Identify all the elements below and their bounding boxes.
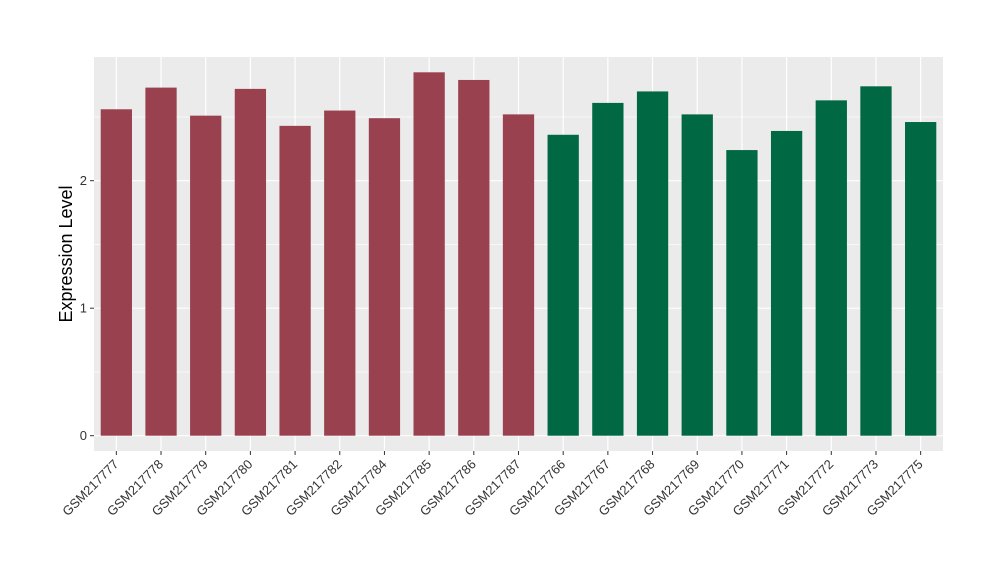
x-axis: GSM217777GSM217778GSM217779GSM217780GSM2…: [59, 451, 926, 519]
y-axis: 0 1 2: [80, 173, 94, 443]
bar: [368, 118, 401, 436]
bar: [413, 72, 445, 436]
y-tick-label: 2: [80, 173, 87, 188]
y-tick-label: 1: [80, 301, 87, 316]
bar: [234, 88, 267, 436]
bar: [815, 100, 847, 436]
y-tick-label: 0: [80, 428, 87, 443]
bar: [547, 134, 579, 436]
bar: [770, 130, 803, 436]
bar: [145, 87, 177, 436]
bar: [279, 125, 311, 436]
bar: [592, 102, 624, 436]
bar: [860, 86, 892, 436]
bar: [905, 122, 937, 436]
bar: [726, 150, 758, 436]
bar: [324, 110, 356, 436]
bar: [458, 79, 490, 436]
bar: [190, 115, 222, 436]
bar: [636, 91, 669, 436]
bars: [100, 72, 937, 436]
bar: [100, 109, 132, 436]
bar: [502, 114, 535, 436]
bar: [681, 114, 713, 436]
y-axis-title: Expression Level: [56, 185, 76, 322]
